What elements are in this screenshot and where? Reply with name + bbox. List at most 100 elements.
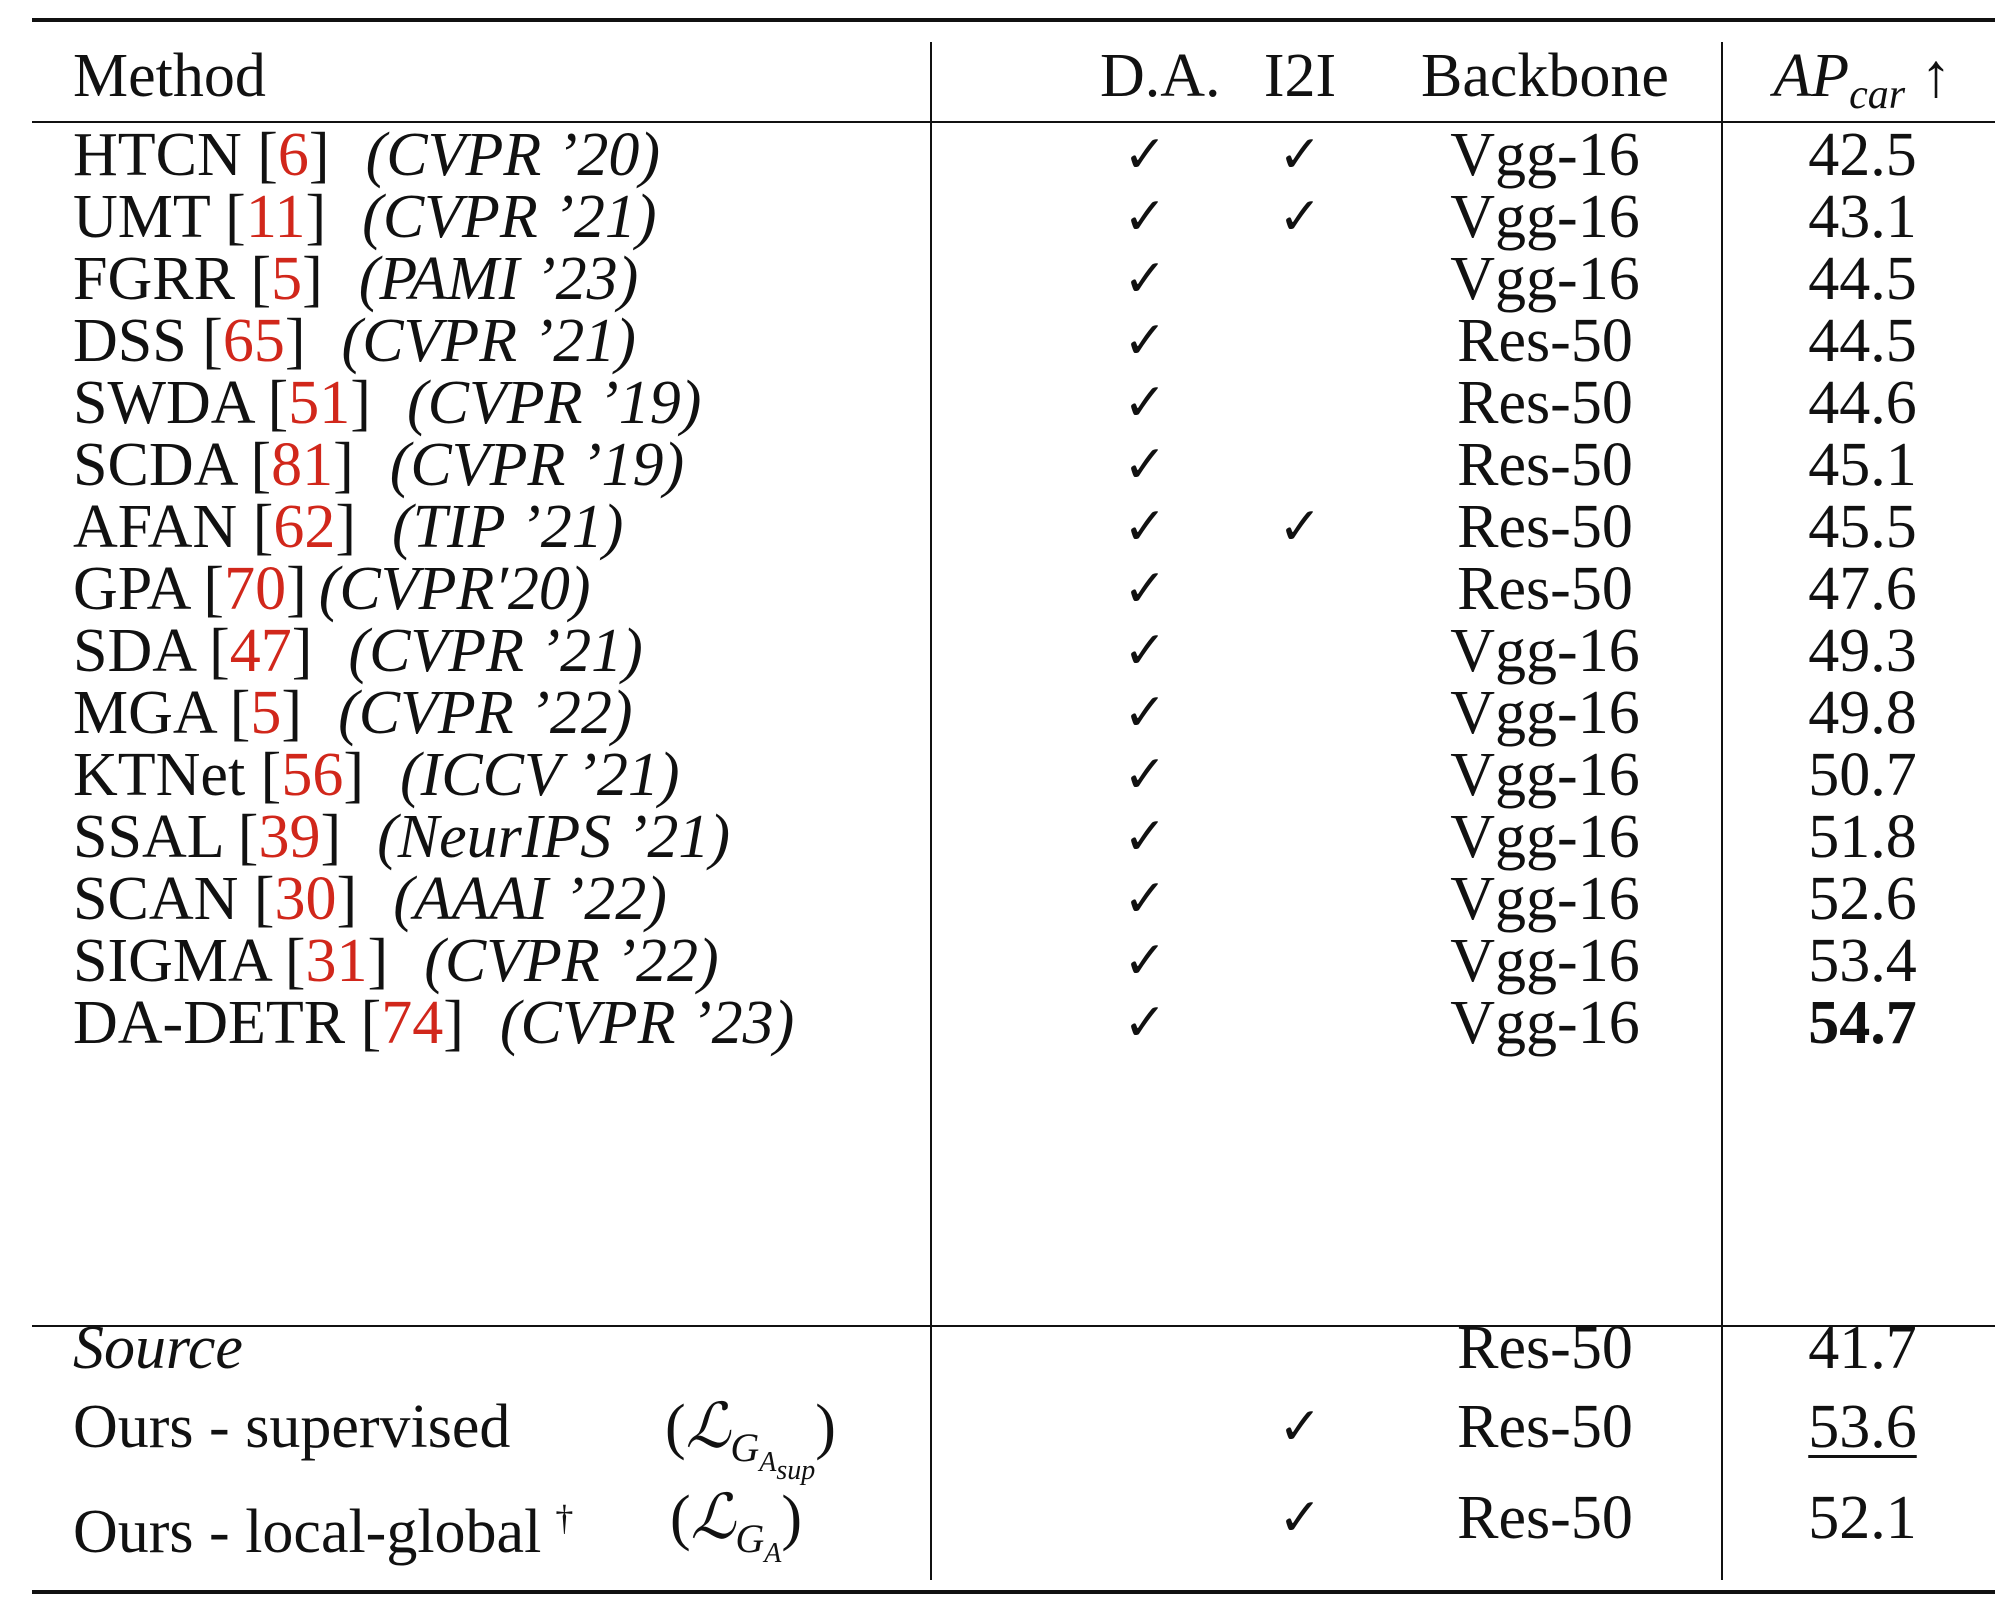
- backbone-cell: Res-50: [1457, 493, 1633, 561]
- ap-cell: 52.6: [1808, 865, 1917, 933]
- loss-sub-g: G: [730, 1425, 760, 1470]
- loss-term: (ℒGAsup): [665, 1387, 836, 1486]
- loss-subscript: GA: [735, 1516, 781, 1569]
- table-row: KTNet [56] (ICCV ’21) ✓ Vgg-16 50.7: [0, 735, 2012, 815]
- up-arrow-icon: ↑: [1920, 42, 1952, 110]
- ap-cell: 47.6: [1808, 555, 1917, 623]
- method-name: HTCN [: [73, 121, 278, 189]
- method-bracket: ]: [284, 307, 306, 375]
- method-cell: MGA [5] (CVPR ’22): [73, 673, 632, 753]
- table-row: Ours - local-global † (ℒGA) ✓ Res-50 52.1: [0, 1478, 2012, 1569]
- method-cell: FGRR [5] (PAMI ’23): [73, 239, 638, 319]
- method-name: Ours - supervised: [73, 1393, 511, 1461]
- method-cell: SDA [47] (CVPR ’21): [73, 611, 643, 691]
- loss-sub-a: A: [764, 1538, 782, 1569]
- checkmark-icon: ✓: [1278, 187, 1322, 247]
- method-cell: DA-DETR [74] (CVPR ’23): [73, 983, 794, 1063]
- method-cell: Source: [73, 1308, 243, 1388]
- table-row: GPA [70] (CVPR′20) ✓ Res-50 47.6: [0, 549, 2012, 629]
- ap-cell: 49.8: [1808, 679, 1917, 747]
- method-cell: SCAN [30] (AAAI ’22): [73, 859, 667, 939]
- loss-subsubscript: Asup: [759, 1447, 815, 1486]
- method-divider: [930, 42, 932, 1580]
- table-row: DSS [65] (CVPR ’21) ✓ Res-50 44.5: [0, 301, 2012, 381]
- method-name: AFAN [: [73, 493, 274, 561]
- loss-symbol: ℒ: [685, 1393, 731, 1461]
- venue-label: (CVPR ’22): [338, 679, 633, 747]
- backbone-cell: Vgg-16: [1450, 183, 1640, 251]
- header-da: D.A.: [1100, 42, 1221, 110]
- ap-cell: 49.3: [1808, 617, 1917, 685]
- method-name: KTNet [: [73, 741, 282, 809]
- ap-cell: 45.1: [1808, 431, 1917, 499]
- top-rule: [32, 18, 1995, 22]
- loss-paren-close: ): [815, 1393, 836, 1461]
- venue-label: (CVPR ’20): [365, 121, 660, 189]
- method-bracket: ]: [302, 245, 323, 313]
- citation-ref: 65: [222, 307, 285, 375]
- method-bracket: ]: [443, 989, 464, 1057]
- ap-cell: 44.5: [1808, 245, 1917, 313]
- citation-ref: 30: [274, 865, 337, 933]
- backbone-cell: Vgg-16: [1450, 245, 1640, 313]
- checkmark-icon: ✓: [1123, 993, 1167, 1053]
- method-cell: KTNet [56] (ICCV ’21): [73, 735, 680, 815]
- method-name: DA-DETR [: [73, 989, 382, 1057]
- citation-ref: 11: [245, 183, 306, 251]
- backbone-cell: Vgg-16: [1450, 803, 1640, 871]
- ap-cell: 42.5: [1808, 121, 1917, 189]
- citation-ref: 31: [305, 927, 368, 995]
- table-row: MGA [5] (CVPR ’22) ✓ Vgg-16 49.8: [0, 673, 2012, 753]
- backbone-cell: Res-50: [1457, 369, 1633, 437]
- method-cell: AFAN [62] (TIP ’21): [73, 487, 623, 567]
- backbone-cell: Vgg-16: [1450, 865, 1640, 933]
- table-row: SIGMA [31] (CVPR ’22) ✓ Vgg-16 53.4: [0, 921, 2012, 1001]
- ap-value: 41.7: [1808, 1314, 1917, 1382]
- method-bracket: ]: [291, 617, 313, 685]
- backbone-cell: Vgg-16: [1450, 617, 1640, 685]
- checkmark-icon: [1100, 1387, 1190, 1467]
- checkmark-icon: ✓: [1123, 683, 1167, 743]
- method-cell: SIGMA [31] (CVPR ’22): [73, 921, 719, 1001]
- table-row: HTCN [6] (CVPR ’20) ✓ ✓ Vgg-16 42.5: [0, 115, 2012, 195]
- backbone-cell: Res-50: [1457, 431, 1633, 499]
- ap-cell: 41.7: [1730, 1308, 1995, 1388]
- table-row: Ours - supervised (ℒGAsup) ✓ Res-50 53.6: [0, 1387, 2012, 1486]
- venue-label: (CVPR′20): [318, 555, 591, 623]
- citation-ref: 62: [273, 493, 336, 561]
- method-cell: GPA [70] (CVPR′20): [73, 549, 591, 629]
- ap-cell: 44.6: [1808, 369, 1917, 437]
- citation-ref: 5: [271, 245, 303, 313]
- ap-cell: 51.8: [1808, 803, 1917, 871]
- ap-cell: 44.5: [1808, 307, 1917, 375]
- ap-value: 53.6: [1808, 1393, 1917, 1461]
- method-bracket: ]: [286, 555, 307, 623]
- venue-label: (ICCV ’21): [399, 741, 680, 809]
- checkmark-icon: ✓: [1123, 187, 1167, 247]
- venue-label: (TIP ’21): [392, 493, 624, 561]
- backbone-cell: Vgg-16: [1450, 927, 1640, 995]
- table-row: SCAN [30] (AAAI ’22) ✓ Vgg-16 52.6: [0, 859, 2012, 939]
- loss-sub-a: A: [759, 1447, 777, 1478]
- method-bracket: ]: [367, 927, 389, 995]
- method-cell: DSS [65] (CVPR ’21): [73, 301, 636, 381]
- checkmark-icon: ✓: [1123, 745, 1167, 805]
- citation-ref: 47: [229, 617, 292, 685]
- method-cell: HTCN [6] (CVPR ’20): [73, 115, 660, 195]
- method-name: Ours - local-global: [73, 1498, 542, 1566]
- venue-label: (CVPR ’23): [499, 989, 795, 1057]
- checkmark-icon: ✓: [1123, 931, 1167, 991]
- method-bracket: ]: [350, 369, 371, 437]
- backbone-cell: Res-50: [1457, 1393, 1633, 1461]
- citation-ref: 6: [277, 121, 309, 189]
- ap-cell: 52.1: [1730, 1478, 1995, 1558]
- venue-label: (CVPR ’21): [362, 183, 657, 251]
- header-ap-sub: car: [1849, 72, 1906, 118]
- checkmark-icon: ✓: [1123, 621, 1167, 681]
- method-cell: SWDA [51] (CVPR ’19): [73, 363, 701, 443]
- method-name: GPA [: [73, 555, 225, 623]
- checkmark-icon: ✓: [1123, 559, 1167, 619]
- checkmark-icon: ✓: [1123, 311, 1167, 371]
- method-bracket: ]: [336, 865, 358, 933]
- backbone-cell: Res-50: [1457, 555, 1633, 623]
